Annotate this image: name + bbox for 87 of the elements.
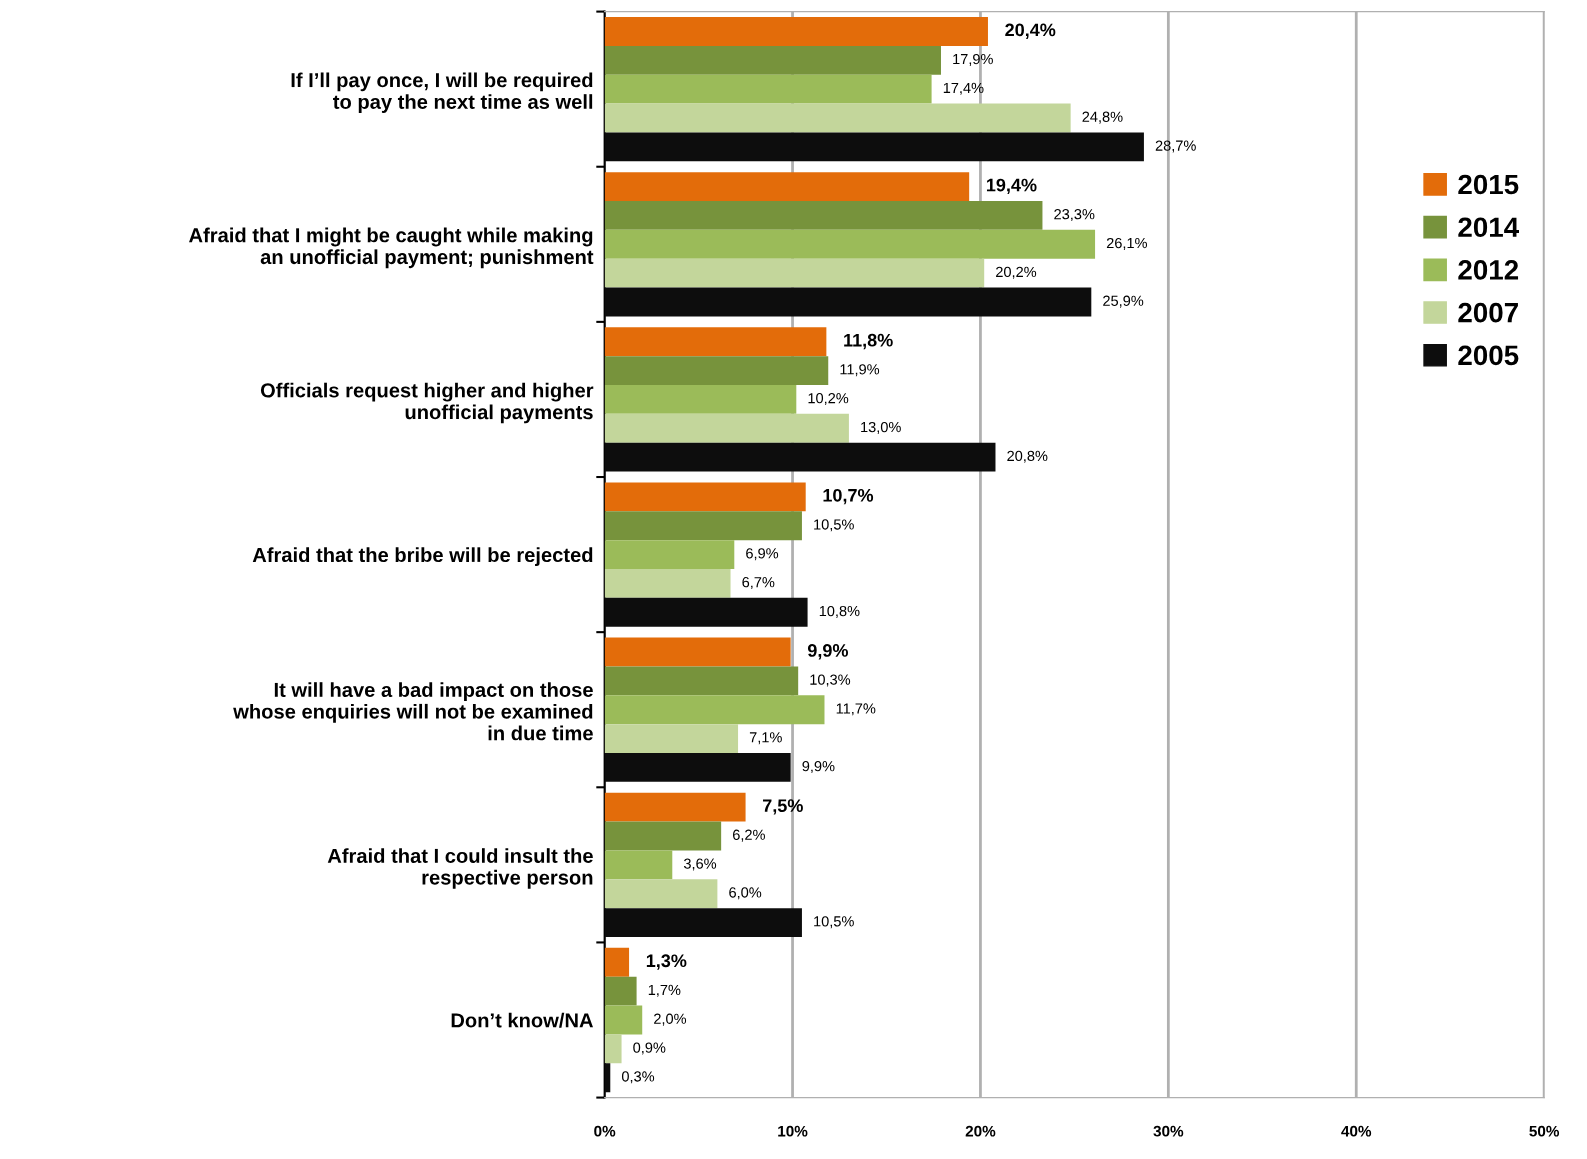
bar [604, 1005, 643, 1035]
bar [604, 666, 799, 696]
bar [604, 413, 849, 443]
y-tick-label: Afraid that I could insult the respective person [327, 848, 593, 889]
bar [604, 753, 791, 782]
bar [604, 1034, 622, 1064]
data-label: 0,9% [633, 1042, 666, 1055]
x-tick-label: 50% [1529, 1125, 1560, 1137]
bar [604, 356, 829, 386]
data-label: 10,5% [814, 519, 854, 532]
data-label: 11,9% [840, 364, 880, 377]
x-tick-label: 10% [778, 1125, 808, 1137]
bar [604, 511, 802, 541]
legend-label: 2005 [1458, 345, 1519, 366]
data-label: 26,1% [1106, 237, 1148, 250]
y-tick-label: Don’t know/NA [451, 1012, 594, 1028]
bar [604, 637, 791, 667]
bar [604, 17, 988, 46]
data-label: 10,5% [814, 916, 854, 929]
bar [604, 976, 637, 1006]
bar [604, 695, 825, 725]
y-tick-label: If I’ll pay once, I will be required to pay the next time as well [291, 72, 593, 113]
bar [604, 908, 802, 937]
bar [604, 597, 808, 627]
bar [604, 947, 630, 977]
bar [604, 287, 1092, 317]
data-label: 10,3% [810, 674, 851, 687]
data-label: 13,0% [861, 421, 901, 434]
data-label: 20,4% [1005, 23, 1056, 39]
bar [604, 540, 735, 570]
x-tick-label: 40% [1341, 1125, 1372, 1137]
data-label: 1,7% [648, 984, 681, 997]
bar [604, 569, 731, 598]
x-tick-label: 20% [965, 1125, 996, 1137]
bar [604, 229, 1096, 259]
data-label: 9,9% [807, 644, 849, 660]
legend-label: 2012 [1458, 260, 1519, 280]
y-tick-label: Afraid that the bribe will be rejected [252, 547, 593, 567]
bar [604, 103, 1071, 133]
x-tick-label: 0% [594, 1125, 616, 1137]
bar [604, 724, 739, 754]
data-label: 9,9% [802, 761, 835, 774]
data-label: 20,8% [1007, 450, 1048, 463]
bar [604, 879, 718, 909]
data-label: 25,9% [1103, 295, 1144, 308]
bar [604, 45, 941, 75]
data-label: 11,8% [844, 333, 893, 350]
bar [604, 258, 985, 288]
data-label: 11,7% [836, 703, 876, 716]
bar [604, 850, 673, 880]
data-label: 24,8% [1082, 111, 1123, 124]
bar [604, 74, 932, 104]
data-label: 7,1% [749, 732, 782, 745]
data-label: 17,9% [953, 53, 993, 66]
bar [604, 172, 970, 202]
bar [604, 385, 797, 414]
data-label: 6,2% [733, 829, 765, 842]
x-tick-label: 30% [1153, 1125, 1184, 1137]
data-label: 0,3% [621, 1071, 655, 1084]
data-label: 6,0% [729, 887, 762, 900]
data-label: 6,9% [746, 548, 779, 561]
legend-label: 2014 [1458, 217, 1520, 238]
bar [604, 132, 1144, 162]
y-tick-label: It will have a bad impact on those whose enquiries will not be examined in due time [233, 682, 593, 741]
data-label: 3,6% [683, 858, 717, 871]
data-label: 7,5% [763, 799, 803, 815]
data-label: 10,2% [808, 393, 849, 406]
data-label: 2,0% [654, 1013, 687, 1026]
data-label: 1,3% [646, 954, 687, 970]
data-label: 10,8% [819, 605, 860, 618]
data-label: 10,7% [823, 488, 874, 505]
data-label: 23,3% [1054, 209, 1095, 222]
y-tick-label: Afraid that I might be caught while making an unofficial payment; punishment [189, 227, 594, 269]
y-tick-label: Officials request higher and higher unofficial payments [260, 382, 594, 424]
bar [604, 327, 827, 357]
data-label: 19,4% [986, 178, 1037, 195]
bar [604, 792, 746, 822]
data-label: 20,2% [996, 266, 1037, 279]
bar [604, 201, 1043, 230]
data-label: 17,4% [943, 82, 984, 95]
bar [604, 442, 996, 472]
legend-label: 2007 [1458, 302, 1518, 323]
data-label: 6,7% [742, 577, 775, 590]
bar [604, 821, 722, 851]
bar [604, 482, 806, 512]
legend-label: 2015 [1458, 174, 1519, 195]
data-label: 28,7% [1155, 140, 1196, 153]
